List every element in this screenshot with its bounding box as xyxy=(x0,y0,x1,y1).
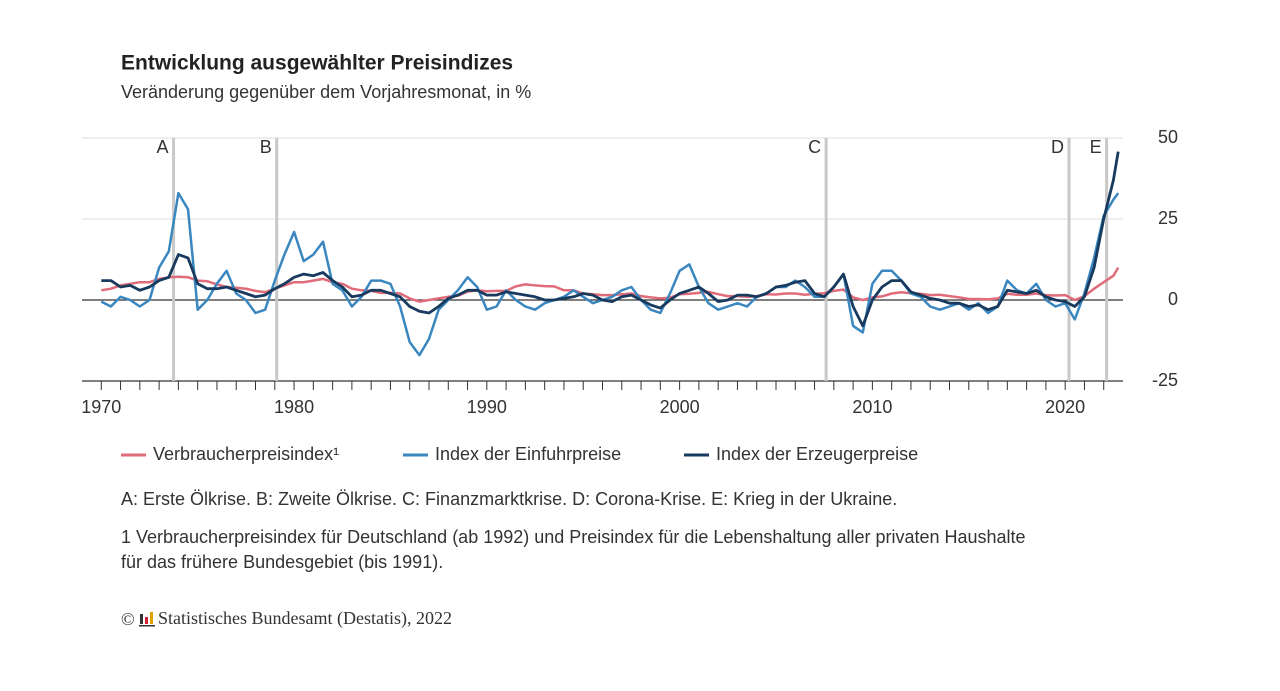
legend-label: Index der Erzeugerpreise xyxy=(716,444,918,464)
x-tick-label: 1970 xyxy=(81,397,121,417)
y-tick-label: -25 xyxy=(1152,370,1178,390)
legend-label: Index der Einfuhrpreise xyxy=(435,444,621,464)
footnote: für das frühere Bundesgebiet (bis 1991). xyxy=(121,552,443,572)
x-tick-label: 1990 xyxy=(467,397,507,417)
event-label: A xyxy=(157,137,169,157)
x-tick-label: 2020 xyxy=(1045,397,1085,417)
x-tick-label: 2000 xyxy=(660,397,700,417)
event-label: C xyxy=(808,137,821,157)
y-tick-label: 25 xyxy=(1158,208,1178,228)
logo xyxy=(139,612,155,627)
legend-label: Verbraucherpreisindex¹ xyxy=(153,444,339,464)
event-label: B xyxy=(260,137,272,157)
copyright-sign: © xyxy=(121,609,135,629)
y-tick-label: 50 xyxy=(1158,127,1178,147)
event-label: E xyxy=(1090,137,1102,157)
x-tick-label: 1980 xyxy=(274,397,314,417)
event-label: D xyxy=(1051,137,1064,157)
series-line xyxy=(100,191,1120,357)
event-note: A: Erste Ölkrise. B: Zweite Ölkrise. C: … xyxy=(121,489,897,509)
chart-subtitle: Veränderung gegenüber dem Vorjahresmonat… xyxy=(121,82,531,102)
series-line xyxy=(101,151,1120,328)
chart-title: Entwicklung ausgewählter Preisindizes xyxy=(121,52,513,75)
footnote: 1 Verbraucherpreisindex für Deutschland … xyxy=(121,527,1026,547)
source: Statistisches Bundesamt (Destatis), 2022 xyxy=(158,608,452,629)
x-tick-label: 2010 xyxy=(852,397,892,417)
y-tick-label: 0 xyxy=(1168,289,1178,309)
